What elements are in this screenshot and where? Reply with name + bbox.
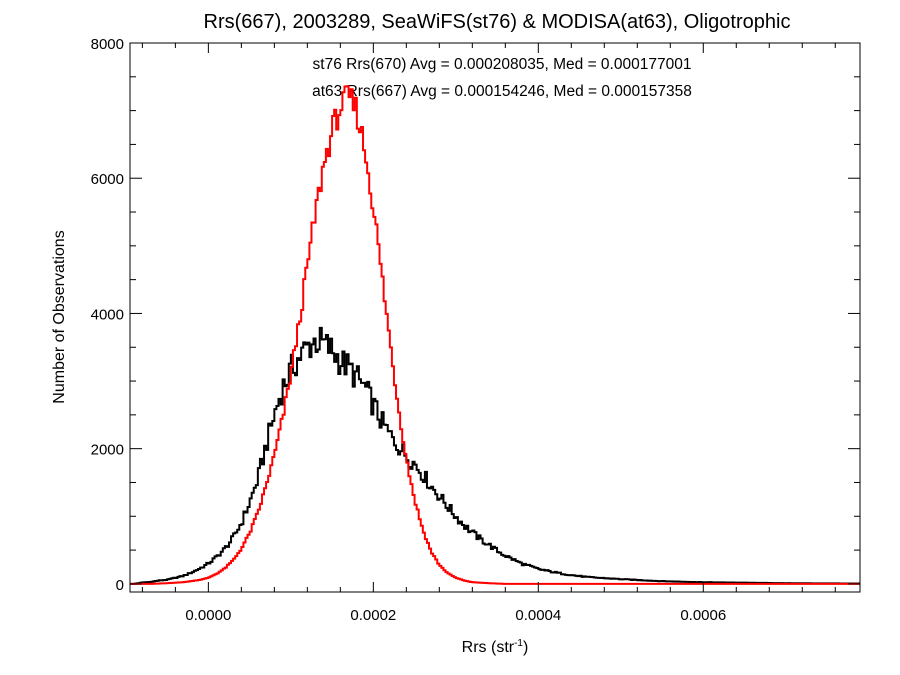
y-tick-label: 4000 [91,306,124,323]
x-tick-label: 0.0000 [185,607,231,624]
x-axis-label: Rrs (str-1) [462,638,529,656]
series-layer [130,85,860,585]
y-tick-label: 8000 [91,36,124,53]
y-axis-label: Number of Observations [51,230,68,403]
x-tick-label: 0.0002 [350,607,396,624]
x-tick-label: 0.0006 [680,607,726,624]
series-st76-histogram [130,326,860,585]
chart-title: Rrs(667), 2003289, SeaWiFS(st76) & MODIS… [204,11,791,33]
at63-annotation: at63 Rrs(667) Avg = 0.000154246, Med = 0… [312,83,692,100]
x-tick-label: 0.0004 [515,607,561,624]
plot-frame [129,42,861,593]
axis-layer: 0.0000 0.0002 0.0004 0.0006 0 2000 4000 6000 800… [91,36,860,624]
x-axis-label-superscript: -1 [514,638,523,649]
y-tick-label: 6000 [91,171,124,188]
y-tick-label: 2000 [91,442,124,459]
y-tick-label: 0 [116,577,124,594]
st76-annotation: st76 Rrs(670) Avg = 0.000208035, Med = 0… [313,56,692,73]
series-at63-histogram [130,85,860,585]
